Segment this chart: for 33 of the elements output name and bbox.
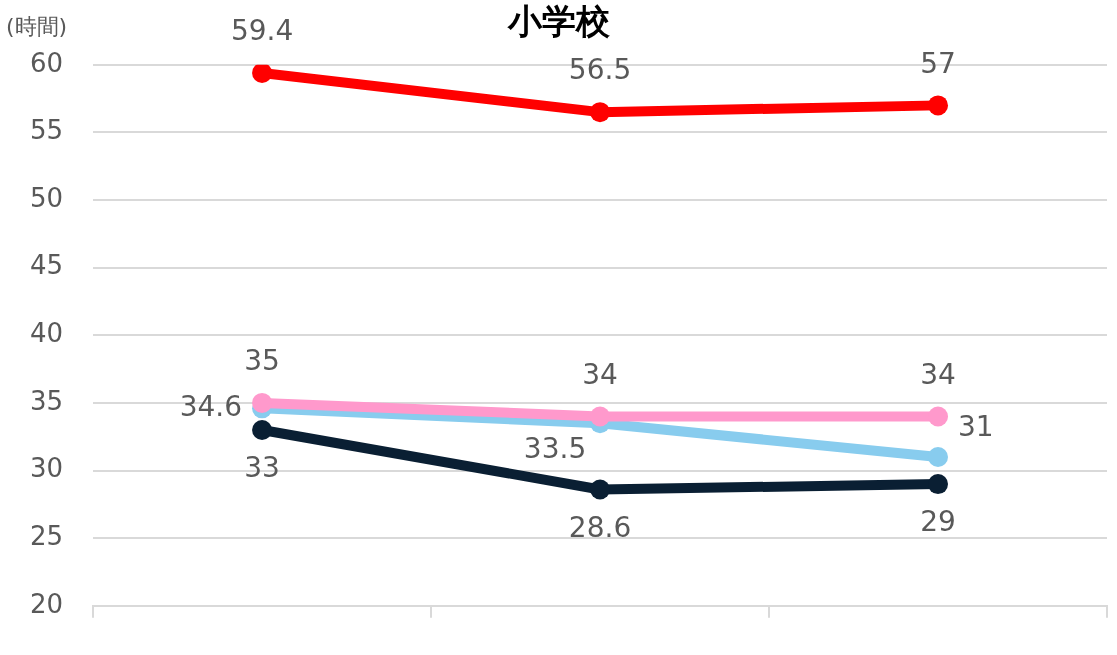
y-tick-label: 40 — [29, 318, 64, 349]
point — [252, 64, 273, 83]
data-label: 56.5 — [568, 53, 632, 87]
point — [590, 479, 611, 500]
point — [928, 447, 949, 468]
point — [590, 406, 611, 427]
data-label: 35 — [244, 344, 280, 378]
y-tick-label: 45 — [29, 250, 64, 281]
data-label: 28.6 — [568, 510, 632, 544]
data-label: 34 — [582, 357, 618, 391]
point — [928, 95, 949, 116]
chart-title: 小学校 — [506, 1, 611, 42]
y-tick-label: 35 — [29, 385, 64, 416]
y-axis-title: (時間) — [6, 13, 68, 39]
point — [928, 406, 949, 427]
point — [928, 474, 949, 495]
y-tick-label: 25 — [29, 520, 64, 551]
point — [590, 102, 611, 123]
y-tick-label: 30 — [29, 453, 64, 484]
data-label: 33 — [244, 451, 280, 485]
y-tick-label: 60 — [29, 47, 64, 78]
data-label: 29 — [920, 505, 956, 539]
point — [252, 392, 273, 413]
y-tick-label: 50 — [29, 182, 64, 213]
data-label: 34 — [920, 357, 956, 391]
data-label: 57 — [920, 46, 956, 80]
data-label: 59.4 — [230, 14, 294, 48]
data-label: 34.6 — [179, 389, 243, 423]
data-label: 31 — [958, 410, 994, 444]
y-tick-label: 55 — [29, 115, 64, 146]
point — [252, 419, 273, 440]
data-label: 33.5 — [523, 432, 587, 466]
y-tick-label: 20 — [29, 588, 64, 619]
